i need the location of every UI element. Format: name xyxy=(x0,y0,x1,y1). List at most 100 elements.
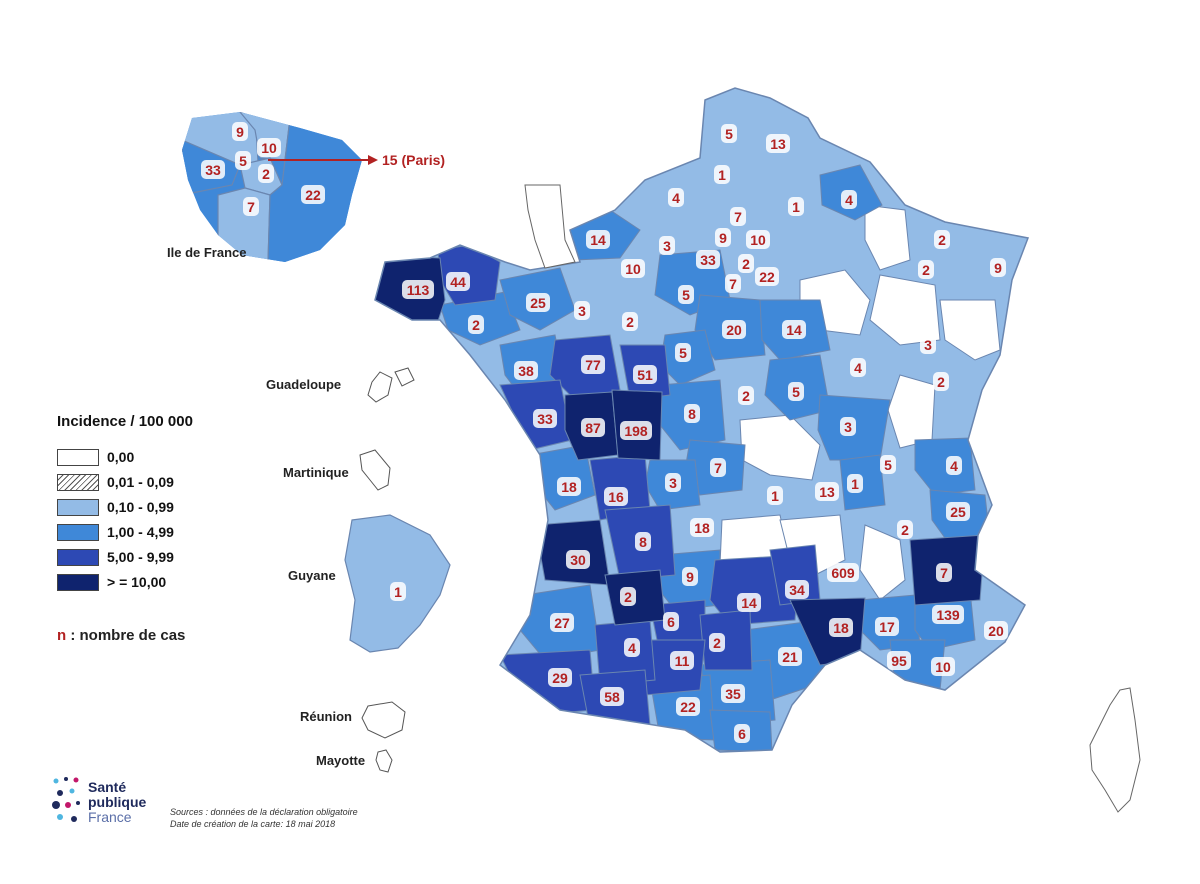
case-number-text: 198 xyxy=(624,423,648,439)
case-number-bg xyxy=(566,550,590,569)
case-number-bg xyxy=(232,122,248,141)
case-number-text: 5 xyxy=(239,153,247,169)
case-number-text: 9 xyxy=(686,569,694,585)
case-number-text: 4 xyxy=(854,360,862,376)
department-case-number: 5 xyxy=(721,124,737,143)
case-number-text: 14 xyxy=(741,595,757,611)
department-case-number: 10 xyxy=(931,657,955,676)
department-case-number: 3 xyxy=(574,301,590,320)
case-number-text: 27 xyxy=(554,615,570,631)
case-number-text: 139 xyxy=(936,607,960,623)
case-number-text: 1 xyxy=(394,584,402,600)
department-case-number: 2 xyxy=(468,315,484,334)
case-number-bg xyxy=(257,138,281,157)
case-number-bg xyxy=(932,605,964,624)
case-number-bg xyxy=(621,259,645,278)
case-number-bg xyxy=(201,160,225,179)
case-number-text: 9 xyxy=(719,230,727,246)
department-case-number: 29 xyxy=(548,668,572,687)
case-number-text: 6 xyxy=(738,726,746,742)
case-number-text: 7 xyxy=(940,565,948,581)
case-number-text: 3 xyxy=(844,419,852,435)
legend-case-count-note: n : nombre de cas xyxy=(57,627,185,644)
case-number-text: 609 xyxy=(831,565,855,581)
department-case-number: 2 xyxy=(933,372,949,391)
case-number-bg xyxy=(663,612,679,631)
case-number-bg xyxy=(574,301,590,320)
legend-label: 0,01 - 0,09 xyxy=(107,474,174,490)
case-number-text: 38 xyxy=(518,363,534,379)
case-number-bg xyxy=(243,197,259,216)
case-number-bg xyxy=(668,188,684,207)
case-number-bg xyxy=(734,724,750,743)
department-case-number: 2 xyxy=(934,230,950,249)
logo-line3: France xyxy=(88,809,132,825)
case-number-text: 1 xyxy=(792,199,800,215)
case-number-bg xyxy=(788,197,804,216)
case-number-bg xyxy=(715,228,731,247)
case-number-bg xyxy=(721,684,745,703)
logo-line2: publique xyxy=(88,794,147,810)
case-number-bg xyxy=(670,651,694,670)
case-number-bg xyxy=(766,134,790,153)
case-number-text: 4 xyxy=(950,458,958,474)
sources-note: Sources : données de la déclaration obli… xyxy=(170,806,358,830)
department-case-number: 20 xyxy=(722,320,746,339)
case-number-bg xyxy=(665,473,681,492)
case-number-text: 18 xyxy=(561,479,577,495)
case-number-text: 5 xyxy=(682,287,690,303)
case-number-text: 18 xyxy=(694,520,710,536)
case-number-text: 51 xyxy=(637,367,653,383)
department-case-number: 95 xyxy=(887,651,911,670)
department-case-number: 3 xyxy=(665,473,681,492)
department-case-number: 30 xyxy=(566,550,590,569)
case-number-bg xyxy=(659,236,675,255)
department-case-number: 113 xyxy=(402,280,434,299)
department-case-number: 8 xyxy=(684,404,700,423)
department-case-number: 198 xyxy=(620,421,652,440)
case-number-text: 8 xyxy=(688,406,696,422)
case-number-text: 13 xyxy=(819,484,835,500)
case-number-text: 25 xyxy=(530,295,546,311)
case-number-bg xyxy=(918,260,934,279)
france-outline xyxy=(374,87,1030,753)
department-case-number: 8 xyxy=(635,532,651,551)
case-number-text: 22 xyxy=(305,187,321,203)
case-number-bg xyxy=(827,563,859,582)
case-number-bg xyxy=(548,668,572,687)
logo-line1: Santé xyxy=(88,779,127,795)
paris-arrow-head xyxy=(368,155,378,165)
legend-item: 1,00 - 4,99 xyxy=(57,522,174,542)
department-case-number: 4 xyxy=(850,358,866,377)
case-number-bg xyxy=(675,343,691,362)
case-number-text: 5 xyxy=(725,126,733,142)
department-case-number: 2 xyxy=(897,520,913,539)
department-case-number: 58 xyxy=(600,687,624,706)
department-case-number: 77 xyxy=(581,355,605,374)
case-number-text: 3 xyxy=(578,303,586,319)
case-number-text: 9 xyxy=(994,260,1002,276)
case-number-text: 2 xyxy=(472,317,480,333)
case-number-bg xyxy=(936,563,952,582)
case-number-bg xyxy=(682,567,698,586)
case-number-bg xyxy=(514,361,538,380)
case-number-text: 87 xyxy=(585,420,601,436)
legend-label: 0,00 xyxy=(107,449,135,465)
case-number-text: 17 xyxy=(879,619,895,635)
department-case-number: 2 xyxy=(620,587,636,606)
case-number-bg xyxy=(746,230,770,249)
case-number-text: 58 xyxy=(604,689,620,705)
case-number-bg xyxy=(738,254,754,273)
case-number-bg xyxy=(788,382,804,401)
case-number-bg xyxy=(633,365,657,384)
case-number-text: 33 xyxy=(205,162,221,178)
n-text: : nombre de cas xyxy=(66,627,186,644)
department-case-number: 2 xyxy=(709,633,725,652)
case-number-bg xyxy=(725,274,741,293)
case-number-bg xyxy=(875,617,899,636)
case-number-bg xyxy=(581,418,605,437)
case-number-text: 5 xyxy=(679,345,687,361)
legend-title: Incidence / 100 000 xyxy=(57,413,193,430)
department-case-number: 38 xyxy=(514,361,538,380)
